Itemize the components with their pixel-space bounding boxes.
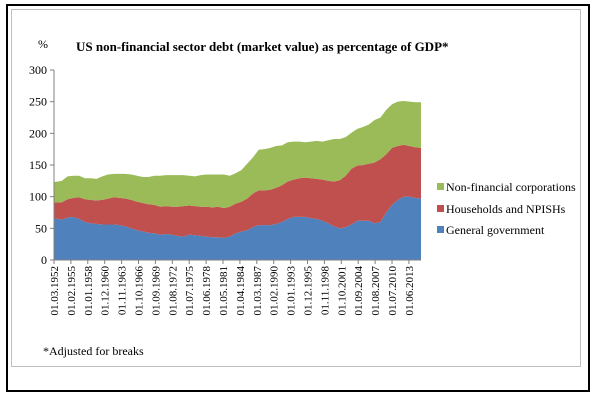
y-tick-label: 300: [29, 63, 47, 77]
y-tick-label: 100: [29, 190, 47, 204]
x-tick-label: 01.01.1958: [83, 266, 95, 316]
legend-swatch: [437, 205, 444, 212]
x-tick-label: 01.04.1984: [235, 266, 247, 316]
y-tick-label: 0: [41, 253, 47, 267]
legend-entry: Households and NPISHs: [446, 202, 566, 216]
plot-area: [54, 101, 421, 260]
y-tick-label: 250: [29, 95, 47, 109]
legend-swatch: [437, 183, 444, 190]
area-series-1: [54, 196, 421, 260]
footnote: *Adjusted for breaks: [43, 344, 144, 358]
x-tick-label: 01.11.1998: [319, 266, 331, 316]
y-unit-label: %: [38, 37, 48, 51]
x-tick-label: 01.10.2001: [336, 266, 348, 316]
x-tick-label: 01.12.1995: [303, 266, 315, 316]
legend-swatch: [437, 226, 444, 233]
x-tick-label: 01.02.1955: [66, 266, 78, 316]
x-tick-label: 01.08.2007: [370, 266, 382, 316]
legend-entry: General government: [446, 223, 545, 237]
outer-frame: [6, 4, 590, 392]
x-tick-label: 01.05.1981: [218, 266, 230, 316]
legend: Non-financial corporations Households and…: [437, 180, 576, 237]
legend-entry: Non-financial corporations: [446, 180, 576, 194]
x-tick-label: 01.07.1975: [184, 266, 196, 316]
y-tick-label: 200: [29, 126, 47, 140]
area-series-3: [54, 101, 421, 209]
x-tick-label: 01.07.2010: [387, 266, 399, 316]
x-tick-label: 01.03.1952: [49, 266, 61, 316]
x-tick-label: 01.08.1972: [167, 266, 179, 316]
x-tick-label: 01.06.1978: [201, 266, 213, 316]
x-tick-label: 01.09.1969: [150, 266, 162, 316]
x-tick-label: 01.09.2004: [353, 266, 365, 316]
chart-border: [11, 9, 581, 367]
x-tick-label: 01.03.1987: [252, 266, 264, 316]
chart-title: US non-financial sector debt (market val…: [76, 39, 449, 54]
y-tick-label: 50: [35, 221, 47, 235]
x-tick-label: 01.11.1963: [117, 266, 129, 316]
axes: 0 50 100 150 200 250 300 01.03.1952 01.02.1955 01…: [29, 63, 421, 316]
x-tick-label: 01.06.2013: [404, 266, 416, 316]
x-tick-label: 01.12.1960: [100, 266, 112, 316]
x-tick-label: 01.10.1966: [133, 266, 145, 316]
x-tick-label: 01.02.1990: [269, 266, 281, 316]
area-series-2: [54, 144, 421, 238]
y-tick-label: 150: [29, 158, 47, 172]
x-tick-label: 01.01.1993: [286, 266, 298, 316]
